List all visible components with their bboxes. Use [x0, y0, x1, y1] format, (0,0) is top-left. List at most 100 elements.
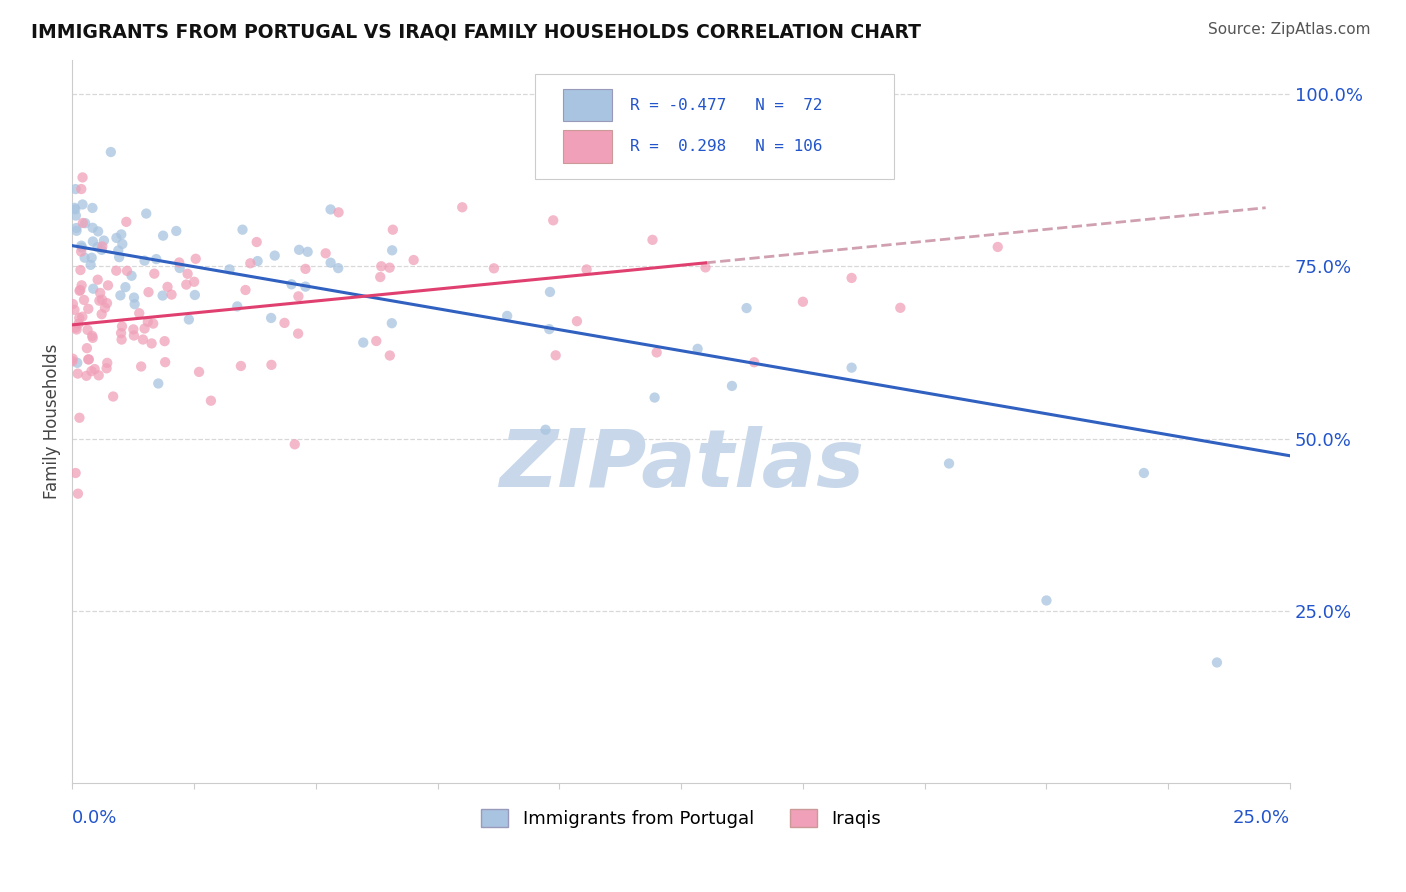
Point: [121, 268, 143, 283]
Point: [77, 352, 100, 367]
Bar: [562, 130, 612, 162]
Point: [62, 354, 84, 368]
Point: [226, 299, 249, 313]
Point: [138, 285, 160, 300]
Point: [73, 293, 96, 307]
Y-axis label: Family Households: Family Households: [44, 343, 60, 499]
Point: [538, 322, 561, 336]
Point: [65, 320, 87, 334]
Point: [183, 275, 205, 289]
Point: [136, 315, 159, 329]
Point: [87, 224, 110, 238]
Point: [352, 335, 374, 350]
Point: [686, 342, 709, 356]
Point: [246, 254, 269, 268]
Point: [79, 258, 101, 272]
Point: [65, 202, 87, 217]
Point: [73, 251, 96, 265]
Point: [287, 289, 309, 303]
Point: [153, 355, 176, 369]
Point: [128, 306, 150, 320]
Point: [110, 288, 132, 302]
Point: [70, 244, 93, 259]
Bar: [562, 89, 612, 121]
Point: [86, 240, 108, 254]
Point: [143, 267, 166, 281]
Point: [482, 261, 505, 276]
Point: [65, 466, 87, 480]
Point: [534, 423, 557, 437]
Point: [294, 261, 316, 276]
Point: [451, 200, 474, 214]
Point: [129, 359, 152, 374]
Point: [122, 328, 145, 343]
Point: [124, 297, 146, 311]
Point: [110, 333, 132, 347]
Point: [75, 368, 97, 383]
Point: [167, 255, 190, 269]
Point: [94, 301, 117, 315]
Point: [96, 361, 118, 376]
Text: 0.0%: 0.0%: [72, 809, 118, 827]
Point: [381, 316, 404, 330]
Point: [645, 345, 668, 359]
Point: [328, 205, 350, 219]
Point: [174, 277, 197, 292]
Point: [841, 271, 863, 285]
Point: [69, 283, 91, 297]
Point: [177, 312, 200, 326]
Point: [165, 224, 187, 238]
Point: [87, 273, 110, 287]
Point: [641, 233, 664, 247]
Point: [156, 280, 179, 294]
FancyBboxPatch shape: [536, 74, 894, 179]
Point: [63, 201, 86, 215]
Point: [541, 213, 564, 227]
Text: R =  0.298   N = 106: R = 0.298 N = 106: [630, 139, 823, 154]
Point: [114, 280, 136, 294]
Point: [538, 285, 561, 299]
Point: [695, 260, 717, 275]
Text: IMMIGRANTS FROM PORTUGAL VS IRAQI FAMILY HOUSEHOLDS CORRELATION CHART: IMMIGRANTS FROM PORTUGAL VS IRAQI FAMILY…: [31, 22, 921, 41]
Point: [96, 356, 118, 370]
Point: [889, 301, 911, 315]
Point: [152, 288, 174, 302]
Point: [80, 364, 103, 378]
Point: [938, 457, 960, 471]
Point: [69, 284, 91, 298]
Point: [381, 223, 404, 237]
Point: [742, 355, 765, 369]
Point: [284, 437, 307, 451]
Point: [792, 294, 814, 309]
Point: [66, 486, 89, 500]
Point: [82, 331, 104, 345]
Point: [65, 221, 87, 235]
Point: [70, 238, 93, 252]
Point: [91, 239, 114, 253]
Point: [229, 359, 252, 373]
Point: [145, 252, 167, 266]
Point: [101, 390, 124, 404]
Point: [184, 288, 207, 302]
Point: [142, 317, 165, 331]
Point: [70, 241, 93, 255]
Point: [297, 244, 319, 259]
Point: [97, 278, 120, 293]
Point: [90, 307, 112, 321]
Text: ZIPatlas: ZIPatlas: [499, 425, 863, 504]
Point: [644, 391, 666, 405]
Point: [1206, 656, 1229, 670]
Text: 25.0%: 25.0%: [1233, 809, 1291, 827]
Point: [72, 310, 94, 324]
Point: [110, 326, 132, 340]
Point: [75, 216, 97, 230]
Point: [65, 209, 87, 223]
Point: [72, 170, 94, 185]
Point: [319, 202, 342, 217]
Point: [402, 253, 425, 268]
Point: [111, 237, 134, 252]
Text: Source: ZipAtlas.com: Source: ZipAtlas.com: [1208, 22, 1371, 37]
Point: [575, 262, 598, 277]
Point: [263, 249, 285, 263]
Point: [134, 321, 156, 335]
